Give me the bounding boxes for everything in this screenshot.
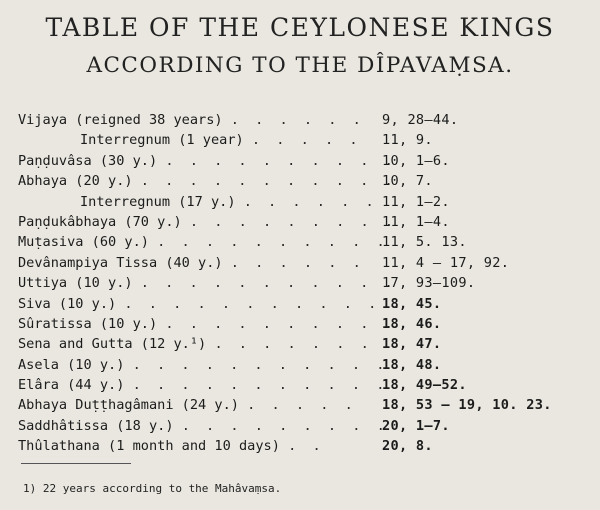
chapter-verse-reference: 18, 47. (382, 336, 442, 353)
chapter-verse-reference: 11, 5. 13. (382, 234, 467, 251)
list-item: Interregnum (17 y.) . . . . . . 11, 1—2. (0, 192, 600, 212)
king-entry: Vijaya (reigned 38 years) . . . . . . (18, 110, 365, 130)
chapter-verse-reference: 18, 45. (382, 295, 442, 312)
list-item: Abhaya Duṭṭhagâmani (24 y.) . . . . . 18,… (0, 395, 600, 415)
dot-leader: . . . . . . (230, 254, 365, 271)
dot-leader: . . . . . (251, 132, 362, 149)
king-entry: Saddhâtissa (18 y.) . . . . . . . . . (18, 416, 389, 436)
dot-leader: . . . . . . . . . (189, 213, 398, 230)
list-item: Uttiya (10 y.) . . . . . . . . . . . 17, … (0, 273, 600, 293)
king-entry: Paṇḍukâbhaya (70 y.) . . . . . . . . . (18, 212, 397, 232)
king-entry: Muṭasiva (60 y.) . . . . . . . . . . (18, 232, 389, 252)
king-name: Paṇḍukâbhaya (70 y.) (18, 213, 182, 230)
chapter-verse-reference: 10, 1—6. (382, 152, 450, 169)
king-name: Elâra (44 y.) (18, 377, 125, 394)
list-item: Paṇḍukâbhaya (70 y.) . . . . . . . . . 11… (0, 212, 600, 232)
list-item: Saddhâtissa (18 y.) . . . . . . . . . 20,… (0, 416, 600, 436)
king-entry: Interregnum (1 year) . . . . . (80, 130, 362, 150)
dot-leader: . . . . . . . . . . (165, 152, 397, 169)
king-name: Sûratissa (10 y.) (18, 315, 158, 332)
chapter-verse-reference: 11, 1—2. (382, 193, 450, 210)
chapter-verse-reference: 11, 9. (382, 132, 433, 149)
chapter-verse-reference: 20, 1—7. (382, 417, 450, 434)
dot-leader: . . . . . . (230, 112, 365, 128)
king-name: Saddhâtissa (18 y.) (18, 417, 174, 434)
chapter-verse-reference: 17, 93—109. (382, 275, 476, 292)
dot-leader: . . (288, 438, 325, 455)
list-item: Asela (10 y.) . . . . . . . . . . . 18, 4… (0, 355, 600, 375)
king-name: Siva (10 y.) (18, 295, 117, 312)
king-entry: Interregnum (17 y.) . . . . . . (80, 192, 378, 212)
king-entry: Sena and Gutta (12 y.¹) . . . . . . . (18, 334, 373, 354)
list-item: Thûlathana (1 month and 10 days) . . 20, … (0, 436, 600, 456)
chapter-verse-reference: 11, 1—4. (382, 213, 450, 230)
list-item: Paṇḍuvâsa (30 y.) . . . . . . . . . . 10,… (0, 151, 600, 171)
king-entry: Paṇḍuvâsa (30 y.) . . . . . . . . . . (18, 151, 397, 171)
dot-leader: . . . . . . (243, 193, 378, 210)
list-item: Siva (10 y.) . . . . . . . . . . . . 18, … (0, 294, 600, 314)
chapter-verse-reference: 20, 8. (382, 438, 433, 455)
dot-leader: . . . . . . . . . . (157, 234, 389, 251)
king-name: Paṇḍuvâsa (30 y.) (18, 152, 158, 169)
king-name: Interregnum (17 y.) (80, 193, 236, 210)
king-entry: Elâra (44 y.) . . . . . . . . . . . (18, 375, 388, 395)
page-title: TABLE OF THE CEYLONESE KINGS (45, 13, 555, 42)
dot-leader: . . . . . . . . . . . (140, 275, 397, 292)
list-item: Abhaya (20 y.) . . . . . . . . . . . 10, … (0, 171, 600, 191)
list-item: Devânampiya Tissa (40 y.) . . . . . . 11,… (0, 253, 600, 273)
king-entry: Siva (10 y.) . . . . . . . . . . . . (18, 294, 405, 314)
kings-list: Vijaya (reigned 38 years) . . . . . . 9, … (0, 110, 600, 457)
list-item: Sena and Gutta (12 y.¹) . . . . . . . 18,… (0, 334, 600, 354)
chapter-verse-reference: 18, 49—52. (382, 377, 467, 394)
dot-leader: . . . . . . . . . . . (132, 356, 389, 373)
footnote: 1) 22 years according to the Mahâvaṃsa. (23, 482, 282, 495)
king-entry: Devânampiya Tissa (40 y.) . . . . . . (18, 253, 365, 273)
page-subtitle: ACCORDING TO THE DÎPAVAṂSA. (86, 53, 514, 78)
king-name: Vijaya (reigned 38 years) (18, 112, 223, 128)
dot-leader: . . . . . . . . . . . . (124, 295, 405, 312)
king-name: Uttiya (10 y.) (18, 275, 133, 292)
chapter-verse-reference: 11, 4 — 17, 92. (382, 254, 510, 271)
king-name: Interregnum (1 year) (80, 132, 244, 149)
king-entry: Thûlathana (1 month and 10 days) . . (18, 436, 325, 456)
chapter-verse-reference: 18, 46. (382, 315, 442, 332)
king-name: Thûlathana (1 month and 10 days) (18, 438, 280, 455)
list-item: Elâra (44 y.) . . . . . . . . . . . 18, 4… (0, 375, 600, 395)
dot-leader: . . . . . . . (214, 336, 373, 353)
list-item: Vijaya (reigned 38 years) . . . . . . 9, … (0, 110, 600, 130)
king-name: Abhaya Duṭṭhagâmani (24 y.) (18, 397, 239, 414)
list-item: Sûratissa (10 y.) . . . . . . . . . . 18,… (0, 314, 600, 334)
list-item: Muṭasiva (60 y.) . . . . . . . . . . 11, … (0, 232, 600, 252)
chapter-verse-reference: 9, 28—44. (382, 112, 459, 128)
king-entry: Uttiya (10 y.) . . . . . . . . . . . (18, 273, 397, 293)
dot-leader: . . . . . . . . . . . (140, 173, 397, 190)
king-entry: Abhaya Duṭṭhagâmani (24 y.) . . . . . (18, 395, 357, 415)
king-name: Sena and Gutta (12 y.¹) (18, 336, 207, 353)
chapter-verse-reference: 18, 48. (382, 356, 442, 373)
footnote-divider (21, 463, 131, 464)
king-name: Devânampiya Tissa (40 y.) (18, 254, 223, 271)
king-name: Abhaya (20 y.) (18, 173, 133, 190)
chapter-verse-reference: 18, 53 — 19, 10. 23. (382, 397, 552, 414)
dot-leader: . . . . . . . . . (181, 417, 389, 434)
king-entry: Sûratissa (10 y.) . . . . . . . . . . (18, 314, 397, 334)
king-name: Muṭasiva (60 y.) (18, 234, 149, 251)
dot-leader: . . . . . . . . . . . (132, 377, 389, 394)
king-entry: Abhaya (20 y.) . . . . . . . . . . . (18, 171, 397, 191)
dot-leader: . . . . . (247, 397, 357, 414)
list-item: Interregnum (1 year) . . . . . 11, 9. (0, 130, 600, 150)
chapter-verse-reference: 10, 7. (382, 173, 433, 190)
king-name: Asela (10 y.) (18, 356, 125, 373)
king-entry: Asela (10 y.) . . . . . . . . . . . (18, 355, 388, 375)
dot-leader: . . . . . . . . . . (165, 315, 397, 332)
